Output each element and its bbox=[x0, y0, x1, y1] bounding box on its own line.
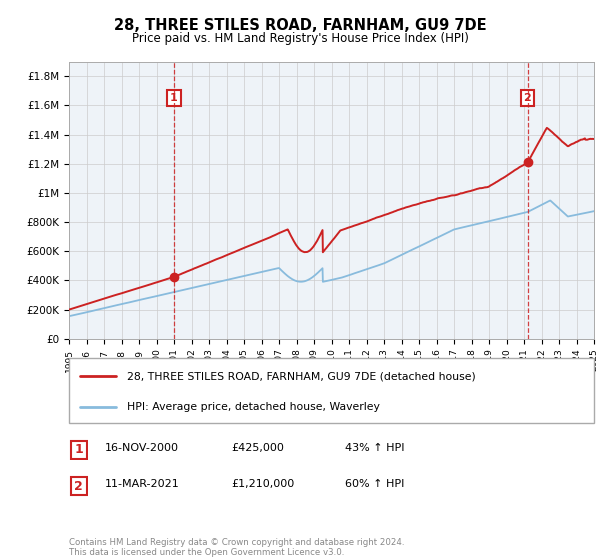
Text: 1: 1 bbox=[170, 93, 178, 103]
FancyBboxPatch shape bbox=[71, 477, 86, 495]
Text: 28, THREE STILES ROAD, FARNHAM, GU9 7DE: 28, THREE STILES ROAD, FARNHAM, GU9 7DE bbox=[113, 18, 487, 33]
Text: 2: 2 bbox=[74, 479, 83, 493]
Text: £1,210,000: £1,210,000 bbox=[231, 479, 294, 489]
Text: £425,000: £425,000 bbox=[231, 443, 284, 453]
Text: 11-MAR-2021: 11-MAR-2021 bbox=[105, 479, 180, 489]
Text: Price paid vs. HM Land Registry's House Price Index (HPI): Price paid vs. HM Land Registry's House … bbox=[131, 32, 469, 45]
Text: 2: 2 bbox=[524, 93, 532, 103]
Text: Contains HM Land Registry data © Crown copyright and database right 2024.
This d: Contains HM Land Registry data © Crown c… bbox=[69, 538, 404, 557]
FancyBboxPatch shape bbox=[71, 441, 86, 459]
Text: 60% ↑ HPI: 60% ↑ HPI bbox=[345, 479, 404, 489]
Text: 16-NOV-2000: 16-NOV-2000 bbox=[105, 443, 179, 453]
Text: HPI: Average price, detached house, Waverley: HPI: Average price, detached house, Wave… bbox=[127, 402, 380, 412]
Text: 28, THREE STILES ROAD, FARNHAM, GU9 7DE (detached house): 28, THREE STILES ROAD, FARNHAM, GU9 7DE … bbox=[127, 371, 476, 381]
Text: 1: 1 bbox=[74, 443, 83, 456]
FancyBboxPatch shape bbox=[69, 358, 594, 423]
Text: 43% ↑ HPI: 43% ↑ HPI bbox=[345, 443, 404, 453]
